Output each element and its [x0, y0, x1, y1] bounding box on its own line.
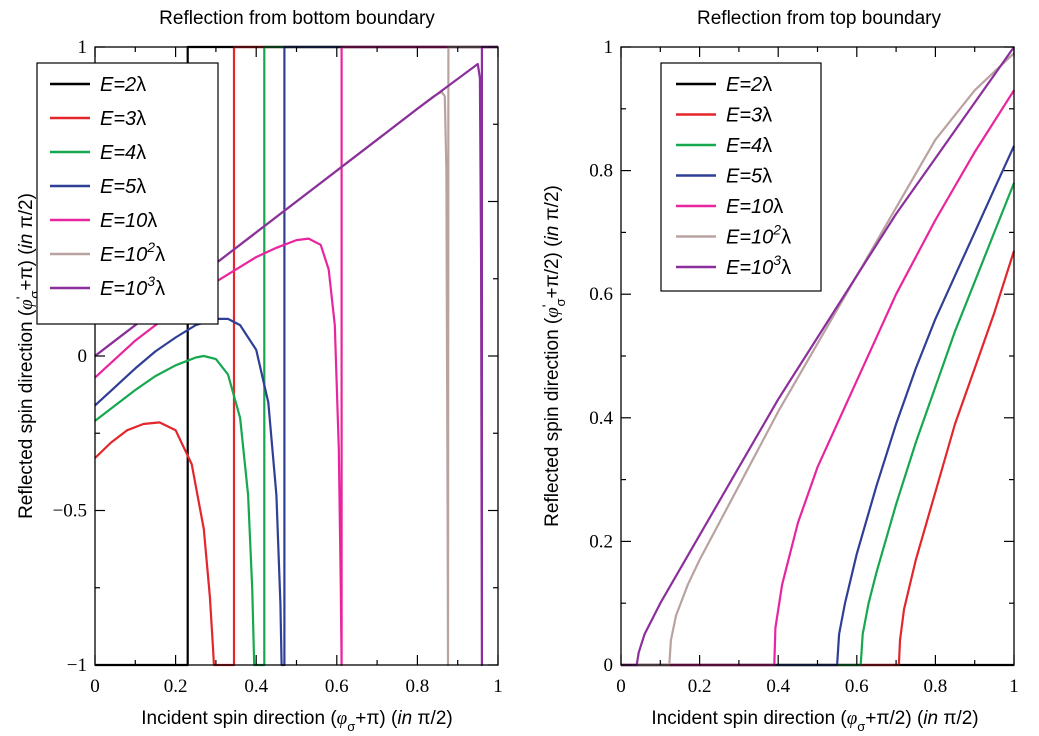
right-legend-label-2: E=3λ [726, 105, 772, 127]
right-y-tick-label: 0.4 [589, 408, 613, 429]
left-y-tick-label: 0 [78, 346, 88, 367]
left-legend-label-6: E=102λ [100, 239, 165, 266]
right-series-line-2 [621, 250, 1016, 667]
right-legend: E=2λ E=3λ E=4λ E=5λ E=10λ E=102λ E=103λ [660, 62, 822, 292]
right-legend-label-5: E=10λ [726, 196, 783, 218]
right-y-tick-label: 0.6 [589, 284, 613, 305]
right-x-tick-label: 1 [1009, 676, 1019, 697]
right-series-line-5 [621, 89, 1015, 667]
right-series-line-7 [621, 46, 1015, 667]
left-x-tick-label: 0.6 [325, 676, 349, 697]
left-legend-label-1: E=2λ [100, 74, 146, 96]
left-legend-label-4: E=5λ [100, 176, 146, 198]
left-y-axis-label: Reflected spin direction (φ'σ+π) (in π/2… [13, 193, 42, 519]
right-series-line-6 [621, 52, 1015, 667]
left-legend-label-3: E=4λ [100, 142, 146, 164]
left-x-axis-label: Incident spin direction (φσ+π) (in π/2) [141, 708, 452, 734]
right-x-tick-label: 0.2 [688, 676, 712, 697]
left-legend: E=2λ E=3λ E=4λ E=5λ E=10λ E=102λ E=103λ [36, 62, 219, 325]
left-legend-label-5: E=10λ [100, 210, 157, 232]
right-legend-label-4: E=5λ [726, 166, 772, 188]
left-x-tick-label: 0.8 [406, 676, 430, 697]
right-x-tick-label: 0 [616, 676, 626, 697]
right-legend-box [660, 62, 822, 292]
right-legend-label-6: E=102λ [726, 222, 791, 249]
left-chart-title: Reflection from bottom boundary [159, 8, 435, 29]
right-panel: Reflection from top boundary 0 0.2 0.4 0.6 0… [539, 8, 1019, 734]
left-panel: Reflection from bottom boundary 0 0.2 0.4 0… [13, 8, 503, 734]
left-y-tick-label: 1 [78, 37, 88, 58]
left-x-tick-label: 0 [90, 676, 100, 697]
left-legend-box [36, 62, 219, 325]
right-plot-area [621, 46, 1016, 667]
left-x-tick-label: 1 [493, 676, 503, 697]
right-y-tick-label: 0.8 [589, 161, 613, 182]
left-legend-label-2: E=3λ [100, 108, 146, 130]
left-y-tick-label: −1 [67, 655, 87, 676]
right-x-tick-label: 0.4 [766, 676, 790, 697]
left-series-line-2 [94, 45, 498, 667]
left-series-line-7 [94, 45, 498, 667]
left-x-tick-label: 0.2 [164, 676, 188, 697]
right-x-tick-label: 0.6 [845, 676, 869, 697]
right-y-tick-label: 0 [604, 655, 614, 676]
right-series-line-4 [621, 145, 1016, 667]
right-y-tick-label: 0.2 [589, 531, 613, 552]
left-y-tick-label: −0.5 [53, 501, 87, 522]
right-legend-label-1: E=2λ [726, 74, 772, 96]
right-x-axis-label: Incident spin direction (φσ+π/2) (in π/2… [651, 708, 978, 734]
right-series-line-3 [621, 182, 1016, 667]
right-x-tick-label: 0.8 [924, 676, 948, 697]
left-axis-ticks: 0 0.2 0.4 0.6 0.8 1 −1 −0.5 0 1 [53, 37, 503, 697]
right-y-tick-label: 1 [604, 37, 614, 58]
left-x-tick-label: 0.4 [244, 676, 268, 697]
right-legend-label-7: E=103λ [726, 252, 791, 279]
left-legend-label-7: E=103λ [100, 273, 165, 300]
right-legend-label-3: E=4λ [726, 135, 772, 157]
right-axis-ticks: 0 0.2 0.4 0.6 0.8 1 0 0.2 0.4 0.6 0.8 1 [589, 37, 1019, 697]
right-chart-title: Reflection from top boundary [697, 8, 941, 29]
right-y-axis-label: Reflected spin direction (φ'σ+π/2) (in π… [539, 185, 568, 527]
